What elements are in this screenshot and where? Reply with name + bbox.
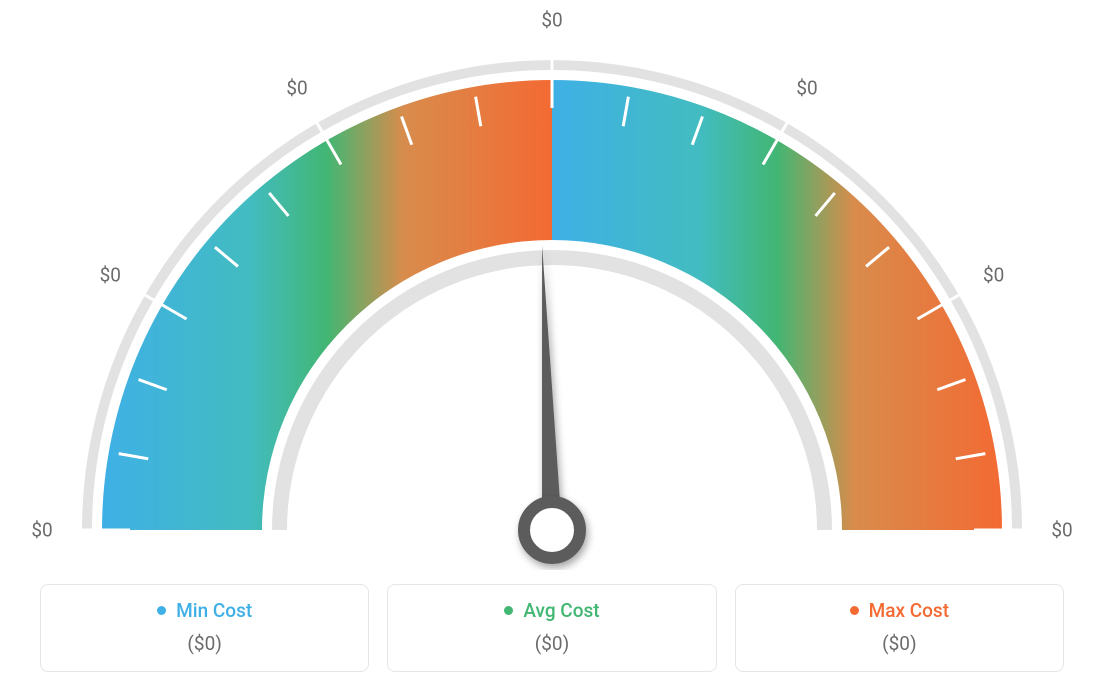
legend-row: Min Cost ($0) Avg Cost ($0) Max Cost ($0… xyxy=(40,584,1064,672)
gauge-tick-label: $0 xyxy=(796,77,817,100)
gauge-tick-label: $0 xyxy=(541,9,562,32)
legend-card-min: Min Cost ($0) xyxy=(40,584,369,672)
legend-text-min: Min Cost xyxy=(176,599,252,622)
gauge-tick-label: $0 xyxy=(31,519,52,542)
legend-value-max: ($0) xyxy=(746,632,1053,655)
legend-dot-avg xyxy=(504,606,513,615)
cost-gauge-widget: $0 $0 $0 $0 $0 $0 $0 Min Cost ($0) Avg Cost ($… xyxy=(0,0,1104,690)
legend-label-max: Max Cost xyxy=(850,599,949,622)
gauge-tick-label: $0 xyxy=(100,264,121,287)
legend-value-avg: ($0) xyxy=(398,632,705,655)
gauge-chart: $0 $0 $0 $0 $0 $0 $0 xyxy=(32,10,1072,570)
legend-label-min: Min Cost xyxy=(157,599,252,622)
gauge-tick-label: $0 xyxy=(983,264,1004,287)
legend-card-avg: Avg Cost ($0) xyxy=(387,584,716,672)
gauge-tick-label: $0 xyxy=(1051,519,1072,542)
legend-dot-min xyxy=(157,606,166,615)
legend-dot-max xyxy=(850,606,859,615)
gauge-svg xyxy=(32,10,1072,570)
legend-label-avg: Avg Cost xyxy=(504,599,599,622)
legend-text-max: Max Cost xyxy=(869,599,949,622)
legend-value-min: ($0) xyxy=(51,632,358,655)
legend-text-avg: Avg Cost xyxy=(523,599,599,622)
gauge-tick-label: $0 xyxy=(286,77,307,100)
legend-card-max: Max Cost ($0) xyxy=(735,584,1064,672)
